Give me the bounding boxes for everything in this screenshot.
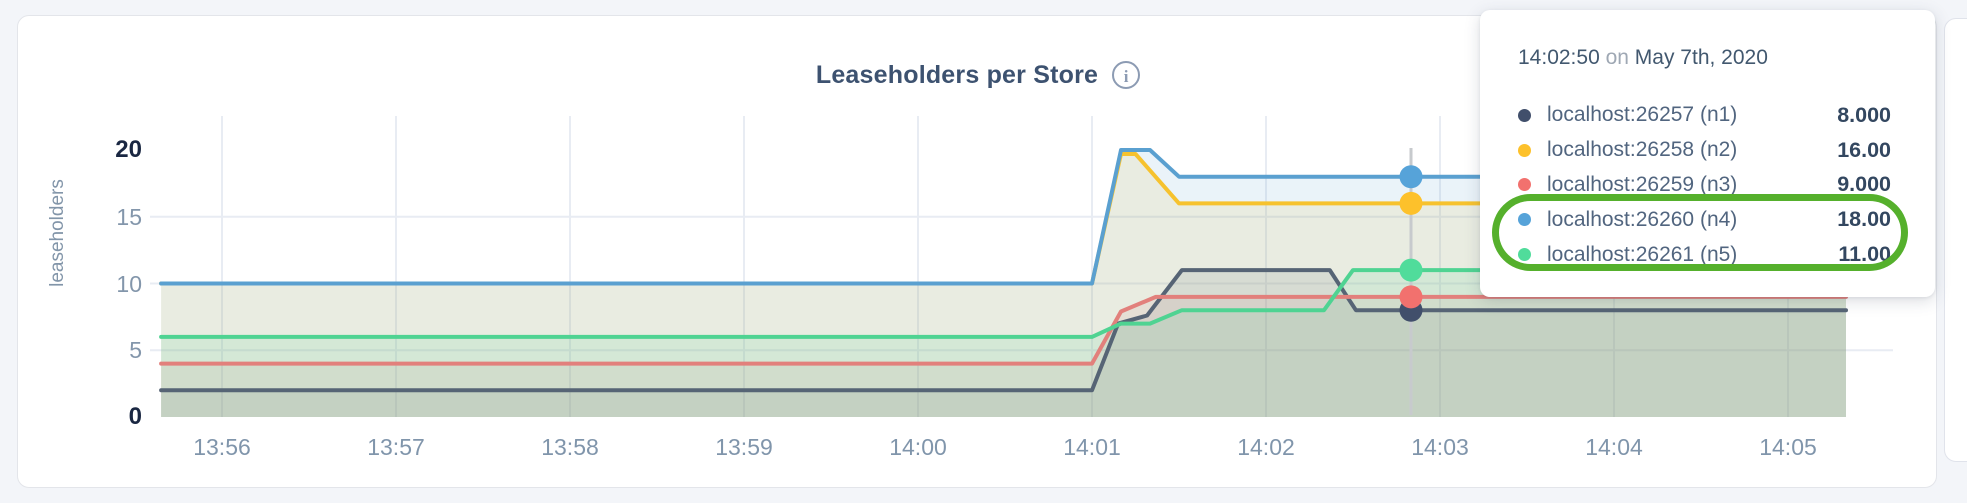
legend-row: localhost:26257 (n1) 8.000 xyxy=(1518,98,1891,133)
tooltip-timestamp: 14:02:50 on May 7th, 2020 xyxy=(1518,46,1768,70)
y-tick-label: 20 xyxy=(115,136,142,163)
hover-point-dot xyxy=(1399,191,1423,215)
hover-point-dot xyxy=(1399,285,1423,309)
series-area xyxy=(161,270,1847,417)
x-tick-label: 14:05 xyxy=(1759,434,1817,460)
legend-series-value: 8.000 xyxy=(1837,102,1891,127)
y-tick-label: 0 xyxy=(128,403,142,430)
legend-series-value: 16.00 xyxy=(1837,137,1891,162)
series-line xyxy=(159,148,1848,286)
legend-row: localhost:26259 (n3) 9.000 xyxy=(1518,168,1891,203)
tooltip-on-word: on xyxy=(1605,46,1629,69)
x-tick-label: 14:02 xyxy=(1237,434,1295,460)
hover-point-dot xyxy=(1399,165,1423,189)
tooltip-time: 14:02:50 xyxy=(1518,46,1600,69)
y-tick-label: 15 xyxy=(116,203,142,230)
chart-title-row: Leaseholders per Store i xyxy=(18,58,1938,92)
hover-point-dot xyxy=(1399,258,1423,282)
x-tick-label: 14:04 xyxy=(1585,434,1643,460)
legend-dot xyxy=(1518,108,1531,122)
x-tick-label: 14:00 xyxy=(889,434,947,460)
x-tick-label: 14:03 xyxy=(1411,434,1469,460)
legend-row: localhost:26258 (n2) 16.00 xyxy=(1518,133,1891,168)
x-tick-label: 13:57 xyxy=(367,434,425,460)
x-tick-label: 13:58 xyxy=(541,434,599,460)
series-line xyxy=(159,268,1848,339)
series-area xyxy=(161,270,1847,417)
legend-series-name: localhost:26257 (n1) xyxy=(1547,103,1738,127)
x-tick-label: 13:56 xyxy=(193,434,251,460)
y-tick-label: 10 xyxy=(116,270,142,297)
legend-series-name: localhost:26261 (n5) xyxy=(1547,242,1738,266)
adjacent-chart-card xyxy=(1944,18,1967,462)
legend-dot xyxy=(1518,143,1531,157)
y-axis-ticks: 20 15 10 5 0 xyxy=(58,0,142,503)
series-area xyxy=(161,296,1847,417)
highlight-annotation-ring xyxy=(1492,194,1908,271)
legend-series-name: localhost:26260 (n4) xyxy=(1547,207,1738,231)
series-line xyxy=(159,294,1848,366)
chart-title: Leaseholders per Store xyxy=(815,60,1099,89)
x-tick-label: 14:01 xyxy=(1063,434,1121,460)
legend-series-name: localhost:26259 (n3) xyxy=(1547,172,1738,196)
series-line xyxy=(159,268,1848,393)
tooltip-date: May 7th, 2020 xyxy=(1634,46,1768,69)
info-icon[interactable]: i xyxy=(1112,61,1141,89)
legend-series-value: 9.000 xyxy=(1837,172,1891,197)
x-tick-label: 13:59 xyxy=(715,434,773,460)
y-tick-label: 5 xyxy=(129,337,142,364)
legend-dot xyxy=(1518,178,1531,192)
legend-series-name: localhost:26258 (n2) xyxy=(1547,138,1738,162)
